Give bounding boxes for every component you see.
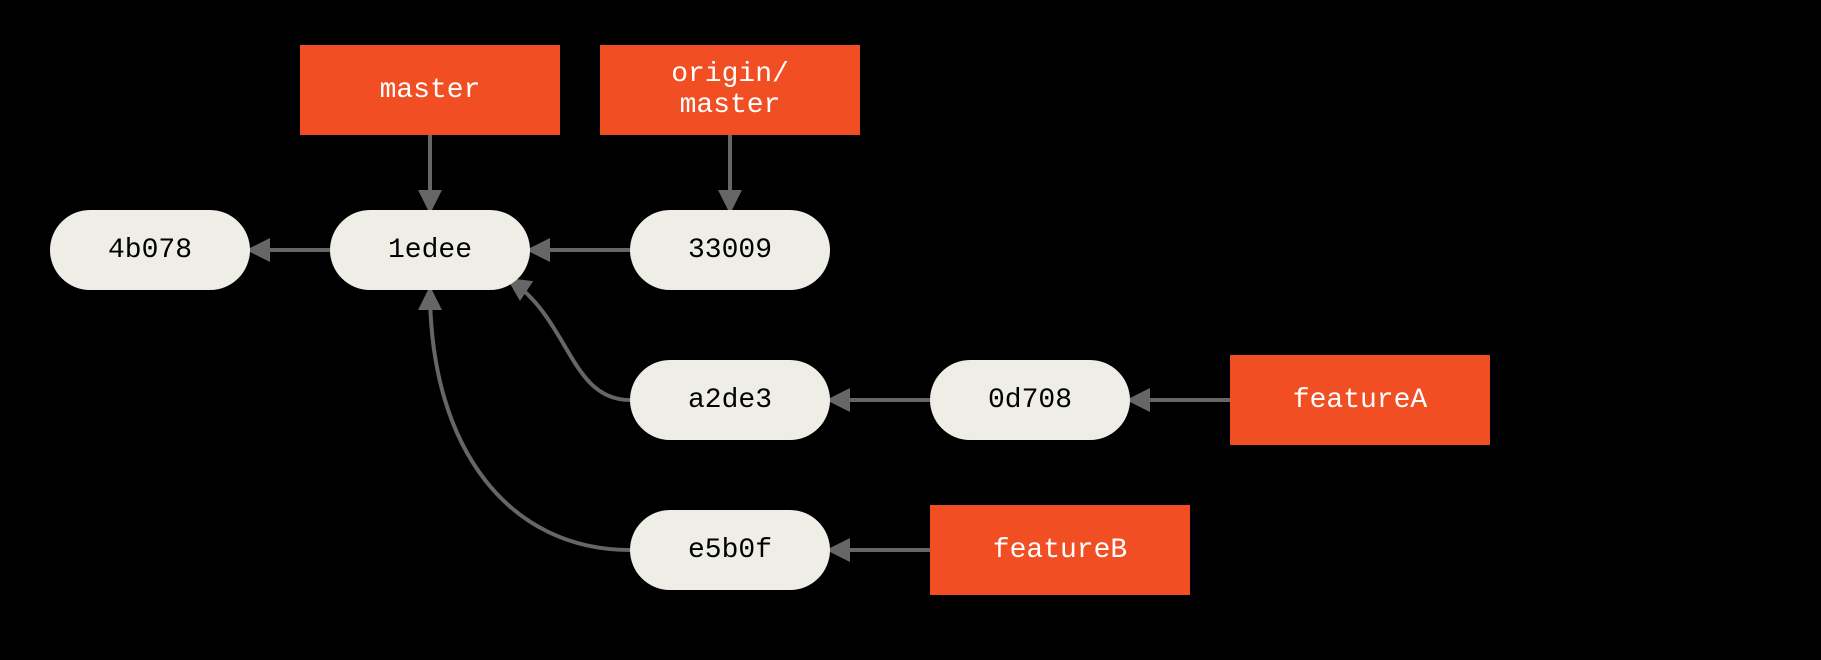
node-label: e5b0f (688, 535, 772, 566)
commit-33009: 33009 (630, 210, 830, 290)
commit-e5b0f: e5b0f (630, 510, 830, 590)
node-label: 1edee (388, 235, 472, 266)
node-label: origin/ master (671, 59, 789, 121)
branch-origin-master: origin/ master (600, 45, 860, 135)
node-label: 0d708 (988, 385, 1072, 416)
branch-featureB: featureB (930, 505, 1190, 595)
branch-featureA: featureA (1230, 355, 1490, 445)
commit-0d708: 0d708 (930, 360, 1130, 440)
node-label: featureB (993, 535, 1127, 566)
edge (510, 280, 630, 400)
commit-a2de3: a2de3 (630, 360, 830, 440)
node-label: a2de3 (688, 385, 772, 416)
commit-4b078: 4b078 (50, 210, 250, 290)
commit-1edee: 1edee (330, 210, 530, 290)
edge (430, 290, 630, 550)
node-label: master (380, 75, 481, 106)
node-label: 33009 (688, 235, 772, 266)
arrow-layer (0, 0, 1821, 660)
node-label: featureA (1293, 385, 1427, 416)
branch-master: master (300, 45, 560, 135)
node-label: 4b078 (108, 235, 192, 266)
git-graph-diagram: 4b078 1edee 33009 a2de3 0d708 e5b0f master orig… (0, 0, 1821, 660)
